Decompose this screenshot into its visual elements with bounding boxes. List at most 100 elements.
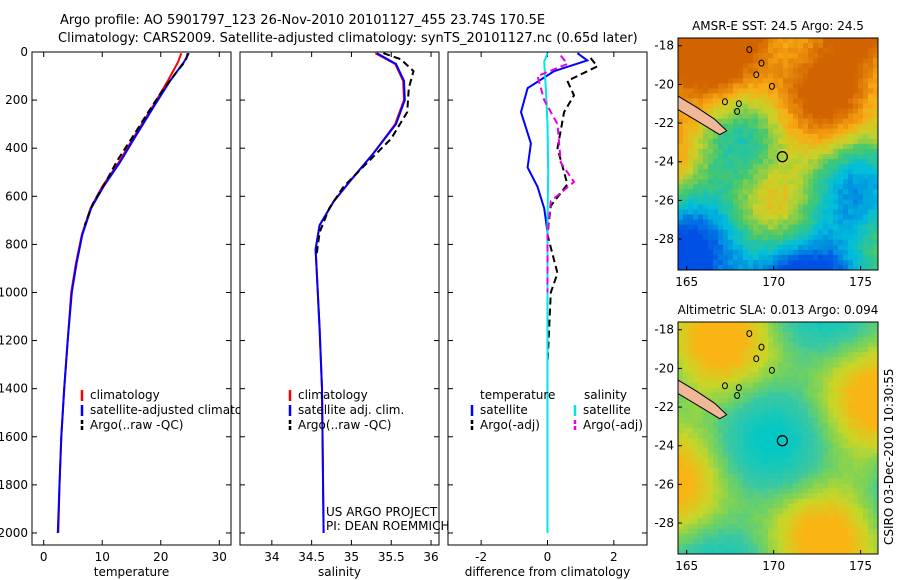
map-cell	[678, 194, 684, 200]
map-cell	[788, 322, 794, 328]
map-cell	[758, 463, 764, 469]
map-cell	[848, 382, 854, 389]
map-cell	[688, 402, 694, 409]
map-cell	[873, 357, 878, 363]
map-cell	[758, 533, 764, 540]
map-cell	[698, 448, 704, 454]
map-cell	[693, 473, 699, 479]
map-cell	[708, 332, 714, 338]
map-cell	[828, 239, 834, 246]
map-cell	[713, 234, 719, 241]
map-cell	[838, 538, 844, 545]
map-cell	[823, 88, 829, 95]
map-cell	[808, 443, 814, 449]
map-cell	[758, 219, 764, 226]
map-cell	[698, 427, 704, 434]
map-cell	[868, 382, 874, 389]
map-cell	[843, 143, 849, 150]
map-cell	[828, 513, 834, 520]
map-cell	[808, 143, 814, 150]
map-cell	[718, 259, 724, 266]
map-cell	[808, 38, 814, 44]
map-cell	[863, 327, 869, 333]
map-cell	[738, 58, 744, 64]
map-cell	[733, 523, 739, 530]
map-cell	[728, 88, 734, 95]
map-cell	[703, 483, 709, 490]
map-cell	[793, 412, 799, 419]
map-cell	[728, 372, 734, 379]
footer-pi: PI: DEAN ROEMMICH	[326, 519, 449, 533]
map-cell	[678, 523, 684, 530]
map-cell	[853, 174, 859, 180]
map-cell	[678, 473, 684, 479]
map-cell	[718, 533, 724, 540]
map-cell	[793, 387, 799, 394]
map-cell	[723, 448, 729, 454]
map-cell	[748, 528, 754, 535]
map-cell	[843, 367, 849, 374]
x-tick-label: -2	[475, 550, 487, 564]
map-cell	[828, 347, 834, 353]
map-cell	[833, 254, 839, 261]
map-cell	[713, 78, 719, 84]
map-cell	[763, 367, 769, 374]
map-cell	[793, 68, 799, 74]
map-cell	[868, 387, 874, 394]
map-cell	[718, 402, 724, 409]
map-cell	[833, 412, 839, 419]
map-cell	[858, 473, 864, 479]
map-cell	[863, 123, 869, 130]
map-cell	[683, 244, 689, 251]
map-cell	[848, 73, 854, 79]
map-cell	[848, 412, 854, 419]
map-cell	[798, 548, 804, 554]
map-cell	[718, 438, 724, 444]
map-cell	[748, 332, 754, 338]
map-cell	[863, 174, 869, 180]
map-cell	[773, 377, 779, 384]
map-cell	[833, 204, 839, 211]
map-cell	[843, 83, 849, 90]
map-cell	[808, 189, 814, 195]
map-cell	[773, 407, 779, 414]
map-cell	[748, 432, 754, 439]
map-cell	[853, 377, 859, 384]
map-cell	[748, 518, 754, 525]
map-cell	[858, 367, 864, 374]
map-cell	[728, 239, 734, 246]
map-cell	[868, 58, 874, 64]
map-cell	[833, 133, 839, 140]
map-cell	[723, 438, 729, 444]
map-cell	[838, 93, 844, 100]
map-cell	[718, 133, 724, 140]
map-cell	[758, 209, 764, 216]
map-cell	[703, 68, 709, 74]
map-cell	[838, 493, 844, 500]
map-cell	[863, 372, 869, 379]
map-cell	[838, 352, 844, 358]
map-cell	[783, 38, 789, 44]
map-cell	[708, 543, 714, 550]
map-cell	[748, 148, 754, 155]
map-cell	[798, 362, 804, 368]
map-cell	[713, 322, 719, 328]
map-cell	[863, 249, 869, 256]
map-cell	[773, 548, 779, 554]
map-cell	[853, 327, 859, 333]
map-cell	[728, 48, 734, 54]
map-cell	[703, 518, 709, 525]
map-cell	[708, 357, 714, 363]
map-cell	[868, 372, 874, 379]
map-cell	[708, 68, 714, 74]
map-cell	[763, 417, 769, 424]
map-cell	[743, 533, 749, 540]
map-cell	[813, 478, 819, 484]
map-cell	[708, 432, 714, 439]
map-cell	[733, 397, 739, 404]
map-cell	[698, 103, 704, 110]
map-cell	[698, 93, 704, 100]
map-cell	[873, 332, 878, 338]
map-cell	[778, 58, 784, 64]
map-cell	[863, 337, 869, 343]
